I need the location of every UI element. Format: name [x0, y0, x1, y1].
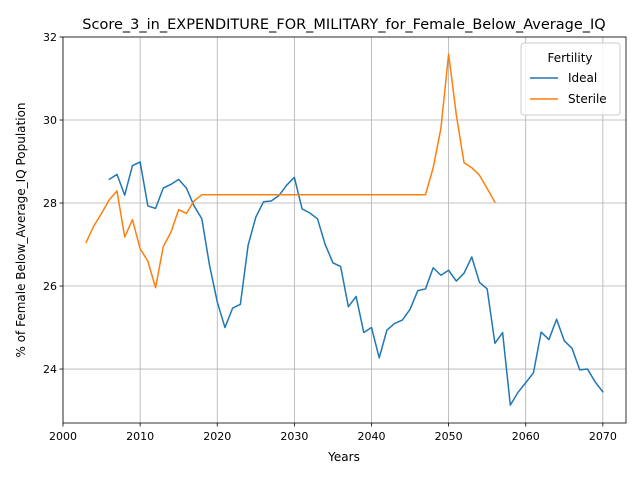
x-tick-label: 2030	[280, 430, 308, 443]
x-tick-label: 2040	[357, 430, 385, 443]
legend: Fertility Ideal Sterile	[520, 42, 621, 116]
y-axis-label: % of Female Below_Average_IQ Population	[14, 102, 28, 357]
y-axis-ticks: 24 26 28 30 32	[43, 31, 63, 376]
legend-label-ideal: Ideal	[568, 71, 597, 85]
x-tick-label: 2070	[589, 430, 617, 443]
y-tick-label: 26	[43, 280, 57, 293]
plot-frame	[62, 36, 627, 424]
x-axis-label: Years	[327, 450, 360, 464]
x-axis-ticks: 2000 2010 2020 2030 2040 2050 2060 2070	[49, 423, 617, 443]
chart-title: Score_3_in_EXPENDITURE_FOR_MILITARY_for_…	[82, 17, 605, 33]
x-tick-label: 2010	[126, 430, 154, 443]
y-tick-label: 32	[43, 31, 57, 44]
legend-label-sterile: Sterile	[568, 92, 607, 106]
x-tick-label: 2050	[435, 430, 463, 443]
x-tick-label: 2000	[49, 430, 77, 443]
y-tick-label: 30	[43, 114, 57, 127]
y-tick-label: 24	[43, 363, 57, 376]
x-tick-label: 2060	[512, 430, 540, 443]
x-tick-label: 2020	[203, 430, 231, 443]
y-tick-label: 28	[43, 197, 57, 210]
series-line-ideal	[108, 161, 604, 406]
legend-title: Fertility	[547, 51, 592, 65]
series-line-sterile	[85, 53, 496, 289]
legend-box	[520, 42, 621, 116]
series-layer	[85, 53, 604, 406]
